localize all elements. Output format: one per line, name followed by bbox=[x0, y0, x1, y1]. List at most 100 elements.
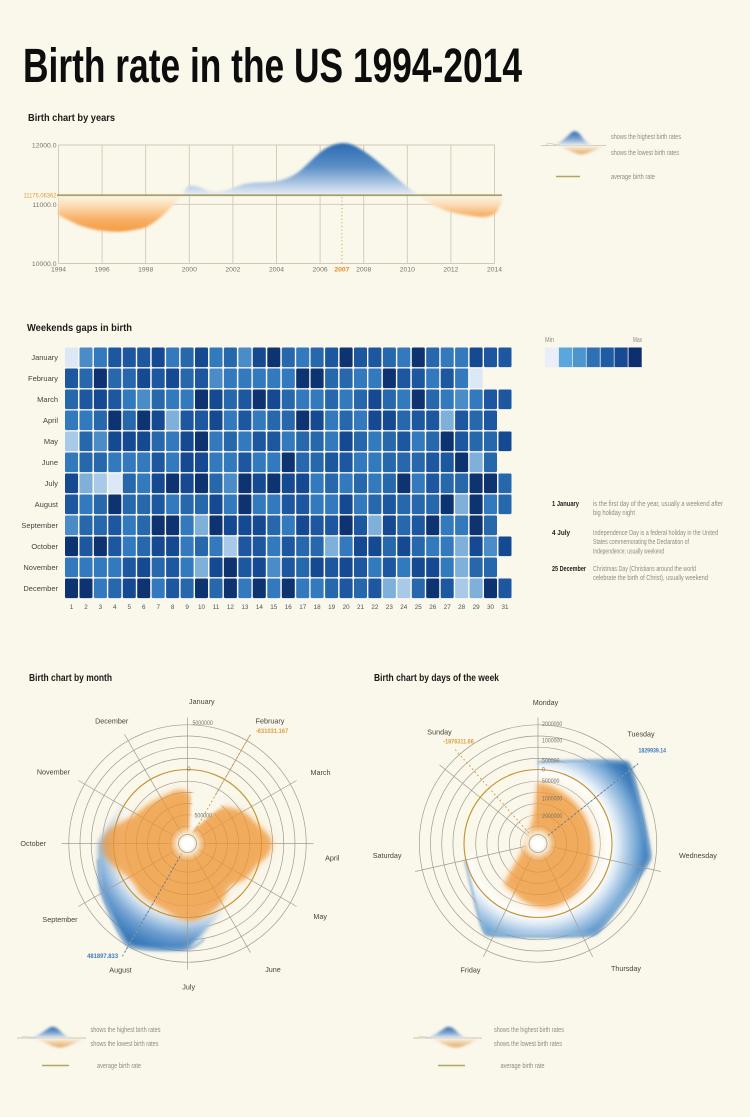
svg-text:Independence Day is a federal: Independence Day is a federal holiday in… bbox=[593, 530, 718, 537]
svg-text:Weekends gaps in birth: Weekends gaps in birth bbox=[27, 322, 132, 334]
svg-text:23: 23 bbox=[386, 604, 394, 611]
svg-text:2000000: 2000000 bbox=[542, 813, 563, 820]
svg-text:shows the highest birth rates: shows the highest birth rates bbox=[494, 1027, 564, 1034]
svg-text:13: 13 bbox=[241, 604, 249, 611]
svg-text:average birth rate: average birth rate bbox=[501, 1063, 545, 1070]
svg-text:8: 8 bbox=[171, 604, 175, 611]
svg-text:shows the lowest birth rates: shows the lowest birth rates bbox=[494, 1041, 562, 1048]
svg-text:2000: 2000 bbox=[182, 267, 197, 274]
svg-text:1 January: 1 January bbox=[552, 499, 579, 508]
svg-text:December: December bbox=[95, 716, 129, 725]
svg-text:average birth rate: average birth rate bbox=[97, 1063, 141, 1070]
svg-text:January: January bbox=[189, 697, 215, 706]
svg-text:Monday: Monday bbox=[533, 698, 559, 707]
svg-text:1829939.14: 1829939.14 bbox=[639, 748, 667, 755]
svg-text:21: 21 bbox=[357, 604, 365, 611]
svg-text:2004: 2004 bbox=[269, 267, 284, 274]
svg-text:6: 6 bbox=[142, 604, 146, 611]
svg-text:27: 27 bbox=[444, 604, 452, 611]
svg-text:16: 16 bbox=[285, 604, 293, 611]
svg-text:2006: 2006 bbox=[313, 267, 328, 274]
svg-text:March: March bbox=[37, 395, 58, 404]
svg-text:4: 4 bbox=[113, 604, 117, 611]
svg-text:big holiday night: big holiday night bbox=[593, 510, 635, 517]
svg-text:Birth chart by years: Birth chart by years bbox=[28, 112, 115, 124]
svg-text:25 December: 25 December bbox=[552, 564, 586, 573]
svg-text:States commemorating the Decla: States commemorating the Declaration of bbox=[593, 539, 689, 546]
svg-text:11175.06362: 11175.06362 bbox=[24, 193, 57, 200]
svg-text:2014: 2014 bbox=[487, 267, 502, 274]
svg-text:0: 0 bbox=[187, 766, 191, 773]
svg-text:April: April bbox=[43, 416, 58, 425]
svg-text:March: March bbox=[311, 768, 331, 777]
svg-text:1000000: 1000000 bbox=[542, 795, 563, 802]
svg-text:shows the lowest birth rates: shows the lowest birth rates bbox=[91, 1041, 159, 1048]
svg-text:October: October bbox=[31, 542, 58, 551]
svg-text:celebrate the birth of Christ): celebrate the birth of Christ), usually … bbox=[593, 575, 708, 582]
svg-text:May: May bbox=[313, 912, 327, 921]
svg-text:11000.0: 11000.0 bbox=[32, 202, 56, 209]
svg-text:February: February bbox=[28, 374, 58, 383]
svg-text:14: 14 bbox=[256, 604, 264, 611]
svg-text:26: 26 bbox=[429, 604, 437, 611]
svg-text:Christmas Day (Christians arou: Christmas Day (Christians around the wor… bbox=[593, 566, 696, 573]
svg-text:Tuesday: Tuesday bbox=[627, 730, 655, 739]
svg-text:5: 5 bbox=[128, 604, 132, 611]
svg-text:24: 24 bbox=[400, 604, 408, 611]
svg-text:2: 2 bbox=[84, 604, 88, 611]
svg-text:28: 28 bbox=[458, 604, 466, 611]
svg-text:Saturday: Saturday bbox=[373, 851, 402, 860]
svg-text:9: 9 bbox=[185, 604, 189, 611]
svg-text:12000.0: 12000.0 bbox=[32, 143, 57, 150]
svg-text:average birth rate: average birth rate bbox=[611, 174, 655, 181]
svg-text:10: 10 bbox=[198, 604, 206, 611]
svg-text:July: July bbox=[182, 983, 195, 992]
svg-text:29: 29 bbox=[473, 604, 481, 611]
svg-text:February: February bbox=[256, 717, 285, 726]
svg-text:11: 11 bbox=[213, 604, 220, 611]
svg-text:November: November bbox=[23, 563, 58, 572]
svg-text:shows the highest birth rates: shows the highest birth rates bbox=[91, 1027, 161, 1034]
svg-text:June: June bbox=[42, 458, 58, 467]
svg-text:1: 1 bbox=[70, 604, 74, 611]
svg-text:Birth chart by days of the wee: Birth chart by days of the week bbox=[374, 672, 499, 684]
svg-text:-1876311.86: -1876311.86 bbox=[443, 739, 474, 746]
svg-text:November: November bbox=[37, 768, 71, 777]
svg-text:19: 19 bbox=[328, 604, 336, 611]
svg-text:2007: 2007 bbox=[334, 267, 349, 274]
svg-text:1998: 1998 bbox=[138, 267, 153, 274]
svg-text:is the first day of the year,: is the first day of the year, usually a … bbox=[593, 501, 724, 508]
svg-text:500000: 500000 bbox=[542, 757, 560, 764]
svg-text:22: 22 bbox=[371, 604, 379, 611]
svg-text:481897.833: 481897.833 bbox=[87, 953, 118, 960]
svg-text:3: 3 bbox=[99, 604, 103, 611]
svg-text:2010: 2010 bbox=[400, 267, 415, 274]
svg-text:shows the lowest birth rates: shows the lowest birth rates bbox=[611, 150, 679, 157]
svg-text:4 July: 4 July bbox=[552, 528, 570, 537]
svg-text:1996: 1996 bbox=[95, 267, 110, 274]
svg-text:October: October bbox=[20, 839, 46, 848]
svg-text:Wednesday: Wednesday bbox=[679, 851, 717, 860]
svg-text:10000.0: 10000.0 bbox=[32, 261, 57, 268]
svg-text:15: 15 bbox=[270, 604, 278, 611]
svg-text:August: August bbox=[35, 500, 59, 509]
svg-text:Independence; usually weekend: Independence; usually weekend bbox=[593, 548, 664, 555]
svg-text:25: 25 bbox=[415, 604, 423, 611]
svg-text:Sunday: Sunday bbox=[427, 728, 452, 737]
svg-text:May: May bbox=[44, 437, 58, 446]
svg-text:0: 0 bbox=[542, 766, 545, 773]
svg-text:January: January bbox=[31, 353, 58, 362]
svg-text:Birth chart by month: Birth chart by month bbox=[29, 672, 112, 684]
svg-text:Birth rate in the US 1994-2014: Birth rate in the US 1994-2014 bbox=[23, 40, 522, 93]
svg-text:Thursday: Thursday bbox=[611, 964, 641, 973]
svg-text:July: July bbox=[45, 479, 59, 488]
svg-text:18: 18 bbox=[314, 604, 322, 611]
svg-text:September: September bbox=[42, 915, 78, 924]
svg-text:20: 20 bbox=[343, 604, 351, 611]
svg-text:December: December bbox=[23, 584, 58, 593]
svg-text:Min: Min bbox=[545, 337, 554, 344]
svg-text:1994: 1994 bbox=[51, 267, 66, 274]
svg-text:500000: 500000 bbox=[542, 778, 560, 785]
svg-text:2012: 2012 bbox=[443, 267, 458, 274]
svg-text:August: August bbox=[109, 965, 131, 974]
